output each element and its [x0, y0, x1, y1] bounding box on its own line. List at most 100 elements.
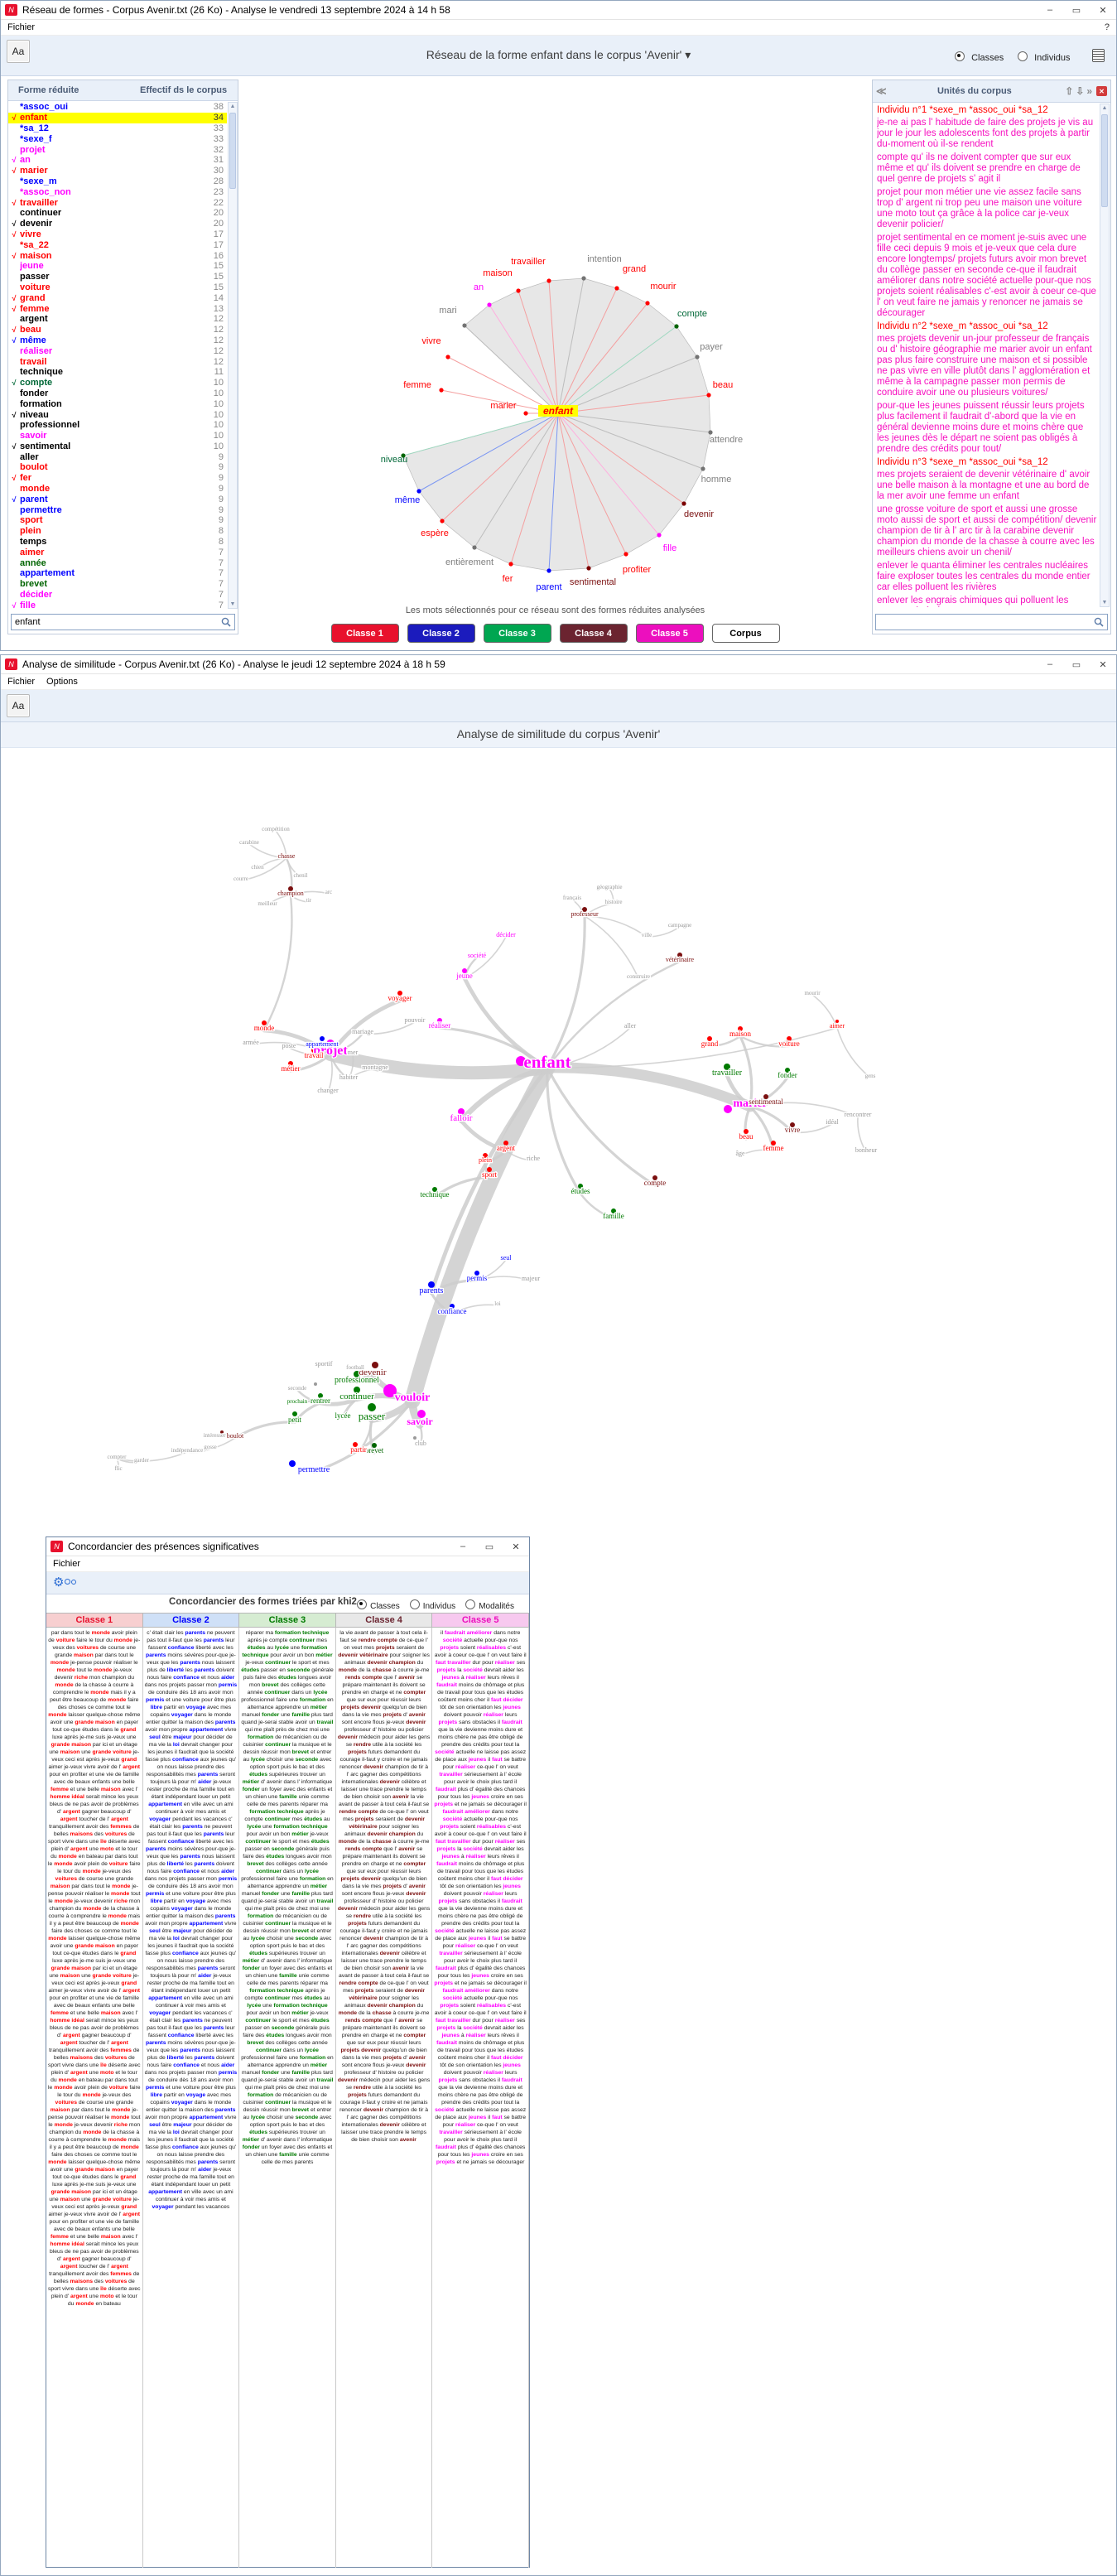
node-dot[interactable]	[586, 566, 590, 570]
maximize-button[interactable]: ▭	[476, 1537, 503, 1556]
node-label[interactable]: compter	[108, 1454, 128, 1460]
node-dot[interactable]	[645, 301, 649, 305]
minimize-button[interactable]: –	[1037, 1, 1063, 19]
node-label[interactable]: campagne	[668, 922, 691, 929]
node-label[interactable]: voiture	[778, 1040, 800, 1048]
node-label[interactable]: vivre	[785, 1126, 801, 1134]
radio-classes[interactable]	[357, 1599, 367, 1609]
node-label[interactable]: gosse	[204, 1444, 217, 1450]
forms-col-forme[interactable]: Forme réduite	[8, 85, 140, 95]
node-label[interactable]: même	[395, 495, 421, 505]
titlebar[interactable]: N Analyse de similitude - Corpus Avenir.…	[1, 655, 1116, 674]
sort-down-icon[interactable]: ⇩	[1076, 85, 1084, 97]
node-label[interactable]: voyager	[388, 994, 412, 1002]
node-label[interactable]: prochain	[287, 1398, 308, 1405]
class-button-corpus[interactable]: Corpus	[712, 624, 780, 643]
node-label[interactable]: meilleur	[258, 900, 277, 907]
column-header-classe-5[interactable]: Classe 5	[432, 1614, 529, 1627]
form-row[interactable]: √grand14	[8, 292, 227, 303]
node-label[interactable]: réaliser	[429, 1021, 450, 1030]
node-label[interactable]: armée	[243, 1039, 259, 1046]
node-label[interactable]: entièrement	[445, 557, 494, 567]
node-label[interactable]: bonheur	[855, 1146, 878, 1154]
node-dot[interactable]	[657, 533, 661, 537]
node-label[interactable]: carabine	[239, 839, 259, 846]
minimize-button[interactable]: –	[450, 1537, 476, 1556]
close-button[interactable]: ✕	[1090, 1, 1116, 19]
column-header-classe-1[interactable]: Classe 1	[46, 1614, 143, 1627]
node-label[interactable]: femme	[763, 1144, 784, 1152]
menu-fichier[interactable]: Fichier	[7, 22, 35, 32]
units-close-icon[interactable]: ✕	[1096, 86, 1107, 96]
node-dot[interactable]	[581, 276, 585, 280]
minimize-button[interactable]: –	[1037, 655, 1063, 673]
titlebar[interactable]: N Réseau de formes - Corpus Avenir.txt (…	[1, 1, 1116, 20]
node-label[interactable]: permis	[467, 1274, 488, 1282]
form-row[interactable]: passer15	[8, 272, 227, 282]
node-label[interactable]: métier	[282, 1064, 301, 1073]
node-label[interactable]: majeur	[522, 1275, 541, 1282]
node-dot[interactable]	[614, 286, 619, 290]
form-row[interactable]: √beau12	[8, 325, 227, 335]
node-label[interactable]: mer	[348, 1049, 359, 1056]
node-label[interactable]: garder	[134, 1457, 150, 1464]
node-label[interactable]: permettre	[298, 1465, 330, 1474]
node-label[interactable]: mariage	[352, 1028, 373, 1035]
form-row[interactable]: année7	[8, 557, 227, 568]
node-label[interactable]: travail	[305, 1051, 324, 1059]
node-dot[interactable]	[472, 545, 476, 549]
node-label[interactable]: chenil	[293, 872, 307, 879]
radio-individus[interactable]	[1018, 51, 1028, 61]
form-row[interactable]: aimer7	[8, 547, 227, 557]
node-label[interactable]: gens	[865, 1073, 876, 1079]
maximize-button[interactable]: ▭	[1063, 1, 1090, 19]
form-row[interactable]: savoir10	[8, 431, 227, 441]
node-dot[interactable]	[523, 411, 527, 415]
chevron-left-icon[interactable]: ≪	[876, 85, 887, 97]
maximize-button[interactable]: ▭	[1063, 655, 1090, 673]
class-button-classe-1[interactable]: Classe 1	[331, 624, 399, 643]
node-dot[interactable]	[546, 568, 551, 572]
node-dot[interactable]	[681, 501, 686, 505]
form-row[interactable]: √parent9	[8, 494, 227, 504]
node-label[interactable]: habiter	[339, 1073, 359, 1081]
form-row[interactable]: *assoc_oui38	[8, 102, 227, 113]
similitude-graph[interactable]: enfantprojetmariervouloirsavoirfalloirmo…	[1, 738, 1117, 1537]
node-label[interactable]: riche	[527, 1155, 540, 1162]
node-label[interactable]: niveau	[381, 455, 407, 465]
form-row[interactable]: √sentimental10	[8, 441, 227, 452]
node-label[interactable]: grand	[623, 264, 646, 274]
node-dot[interactable]	[487, 302, 491, 306]
node-label[interactable]: fonder	[778, 1071, 797, 1079]
node-label[interactable]: appartement	[306, 1040, 339, 1048]
node-dot[interactable]	[623, 552, 628, 556]
form-row[interactable]: *sa_1233	[8, 123, 227, 134]
close-button[interactable]: ✕	[1090, 655, 1116, 673]
node-label[interactable]: seul	[501, 1254, 513, 1261]
forms-search[interactable]	[11, 614, 235, 630]
node-label[interactable]: français	[563, 895, 581, 901]
node-label[interactable]: sentimental	[749, 1097, 783, 1106]
node-label[interactable]: vétérinaire	[666, 956, 695, 963]
units-scrollbar[interactable]: ▲ ▼	[1100, 104, 1110, 607]
form-row[interactable]: √niveau10	[8, 409, 227, 420]
node-label[interactable]: travailler	[511, 257, 546, 267]
form-row[interactable]: projet32	[8, 144, 227, 155]
node-label[interactable]: brevet	[365, 1446, 384, 1454]
form-row[interactable]: √maison16	[8, 250, 227, 261]
menu-fichier[interactable]: Fichier	[53, 1559, 80, 1569]
node-label[interactable]: professeur	[571, 910, 599, 918]
node-label[interactable]: arc	[325, 889, 333, 895]
node-dot[interactable]	[416, 489, 421, 493]
form-row[interactable]: √compte10	[8, 378, 227, 388]
node-label[interactable]: confiance	[438, 1307, 467, 1315]
form-row[interactable]: monde9	[8, 484, 227, 494]
node-dot[interactable]	[440, 519, 444, 523]
form-row[interactable]: *assoc_non23	[8, 186, 227, 197]
form-row[interactable]: boulot9	[8, 462, 227, 473]
units-search-input[interactable]	[876, 617, 1093, 627]
class-button-classe-4[interactable]: Classe 4	[560, 624, 628, 643]
node-label[interactable]: fer	[503, 574, 513, 584]
form-row[interactable]: formation10	[8, 398, 227, 409]
forms-col-effectif[interactable]: Effectif ds le corpus	[140, 85, 238, 95]
